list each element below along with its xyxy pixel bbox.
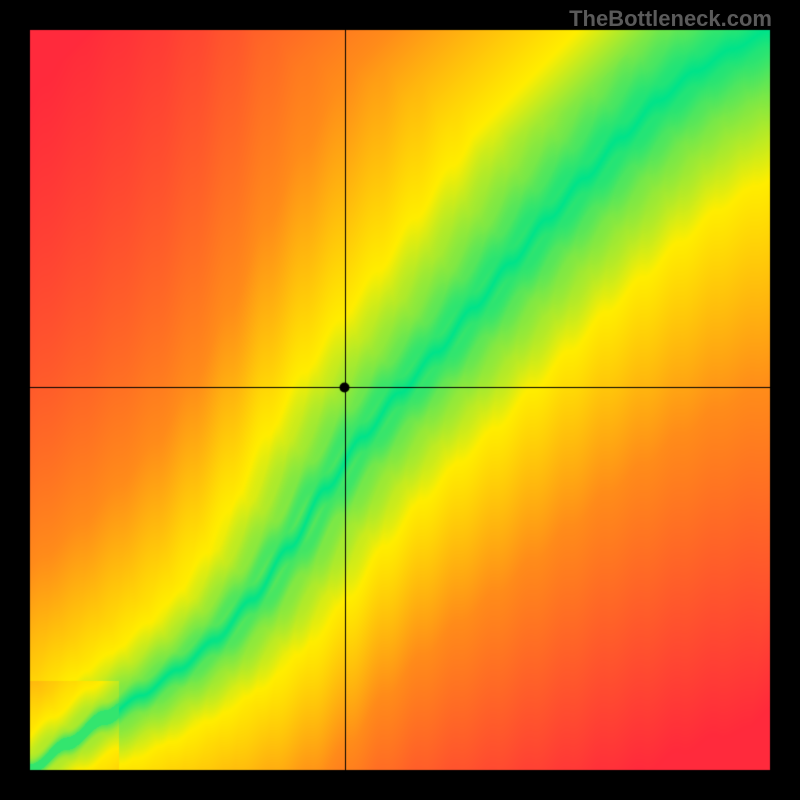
bottleneck-chart: TheBottleneck.com	[0, 0, 800, 800]
watermark-text: TheBottleneck.com	[569, 6, 772, 32]
heatmap-canvas	[0, 0, 800, 800]
